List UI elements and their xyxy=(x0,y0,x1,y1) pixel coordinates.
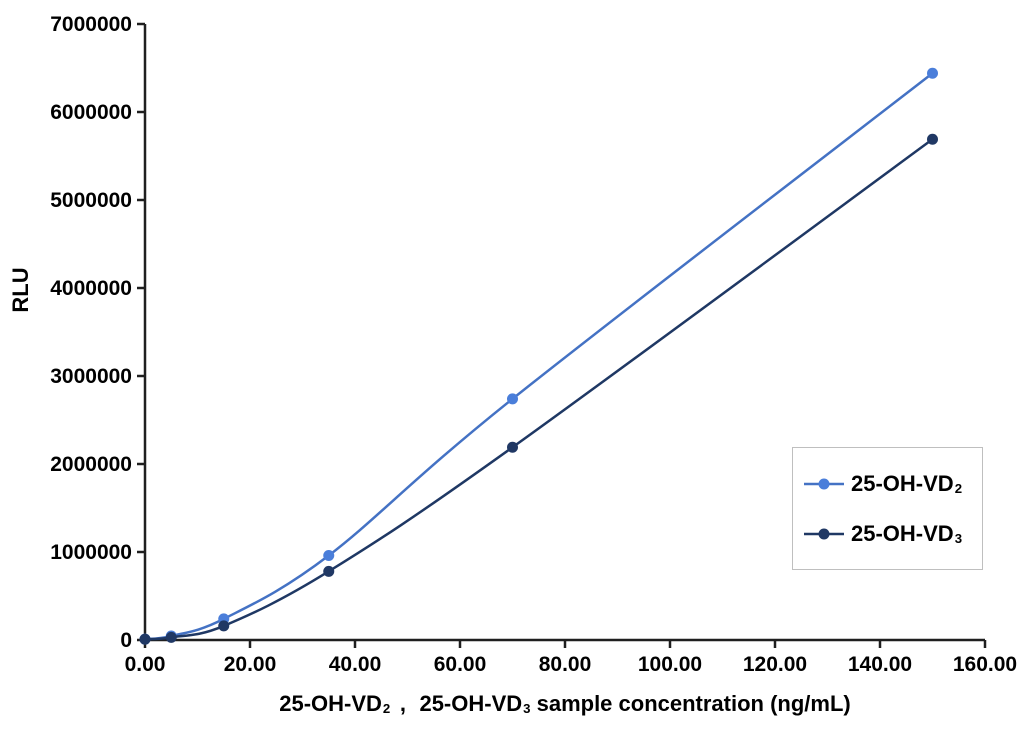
x-tick-label: 140.00 xyxy=(848,653,912,676)
legend-entry: 25-OH-VD3 xyxy=(804,520,982,548)
label-subscript: 2 xyxy=(382,701,391,717)
data-point-marker xyxy=(507,441,518,453)
series-line xyxy=(143,72,934,641)
data-point-marker xyxy=(323,565,335,577)
legend-line-marker-icon xyxy=(804,478,844,489)
label-text: 25-OH-VD xyxy=(851,520,954,546)
x-tick-label: 0.00 xyxy=(125,653,166,676)
x-tick-label: 160.00 xyxy=(953,653,1017,676)
y-tick-label: 6000000 xyxy=(50,101,132,124)
legend-line-marker-icon xyxy=(804,528,844,539)
data-point-marker xyxy=(218,620,230,632)
legend-marker xyxy=(818,478,830,489)
y-tick-label: 5000000 xyxy=(50,189,132,212)
label-text: 25-OH-VD xyxy=(851,470,954,496)
x-tick-label: 120.00 xyxy=(743,653,807,676)
y-tick-label: 3000000 xyxy=(50,365,132,388)
label-subscript: 3 xyxy=(954,530,963,546)
y-tick-label: 4000000 xyxy=(50,277,132,300)
legend-label: 25-OH-VD3 xyxy=(851,521,962,547)
x-tick-label: 20.00 xyxy=(224,653,277,676)
data-point-marker xyxy=(927,67,938,79)
legend-entry: 25-OH-VD2 xyxy=(804,470,982,498)
data-point-marker xyxy=(323,550,335,562)
y-tick-label: 2000000 xyxy=(50,453,132,476)
data-point-marker xyxy=(927,133,938,145)
x-tick-label: 80.00 xyxy=(539,653,592,676)
data-point-marker xyxy=(507,393,518,405)
label-text: 25-OH-VD xyxy=(279,691,382,716)
y-axis-title: RLU xyxy=(7,238,35,342)
y-tick-label: 1000000 xyxy=(50,541,132,564)
label-subscript: 3 xyxy=(523,701,531,717)
legend-label: 25-OH-VD2 xyxy=(851,471,962,497)
x-tick-label: 40.00 xyxy=(329,653,382,676)
label-text: , 25-OH-VD xyxy=(390,691,522,716)
y-axis-title-text: RLU xyxy=(8,267,33,313)
label-subscript: 2 xyxy=(954,480,963,496)
legend-marker xyxy=(818,528,830,539)
x-axis-title: 25-OH-VD2, 25-OH-VD3 sample concentratio… xyxy=(145,691,985,717)
y-tick-label: 0 xyxy=(120,629,132,652)
legend: 25-OH-VD2 25-OH-VD3 xyxy=(792,447,983,570)
ideographic-comma: , xyxy=(399,691,406,716)
x-tick-label: 60.00 xyxy=(434,653,487,676)
series-line xyxy=(143,138,934,641)
data-point-marker xyxy=(165,631,177,643)
data-point-marker xyxy=(139,633,151,645)
label-text: sample concentration (ng/mL) xyxy=(530,691,851,716)
y-tick-label: 7000000 xyxy=(50,13,132,36)
x-tick-label: 100.00 xyxy=(638,653,702,676)
